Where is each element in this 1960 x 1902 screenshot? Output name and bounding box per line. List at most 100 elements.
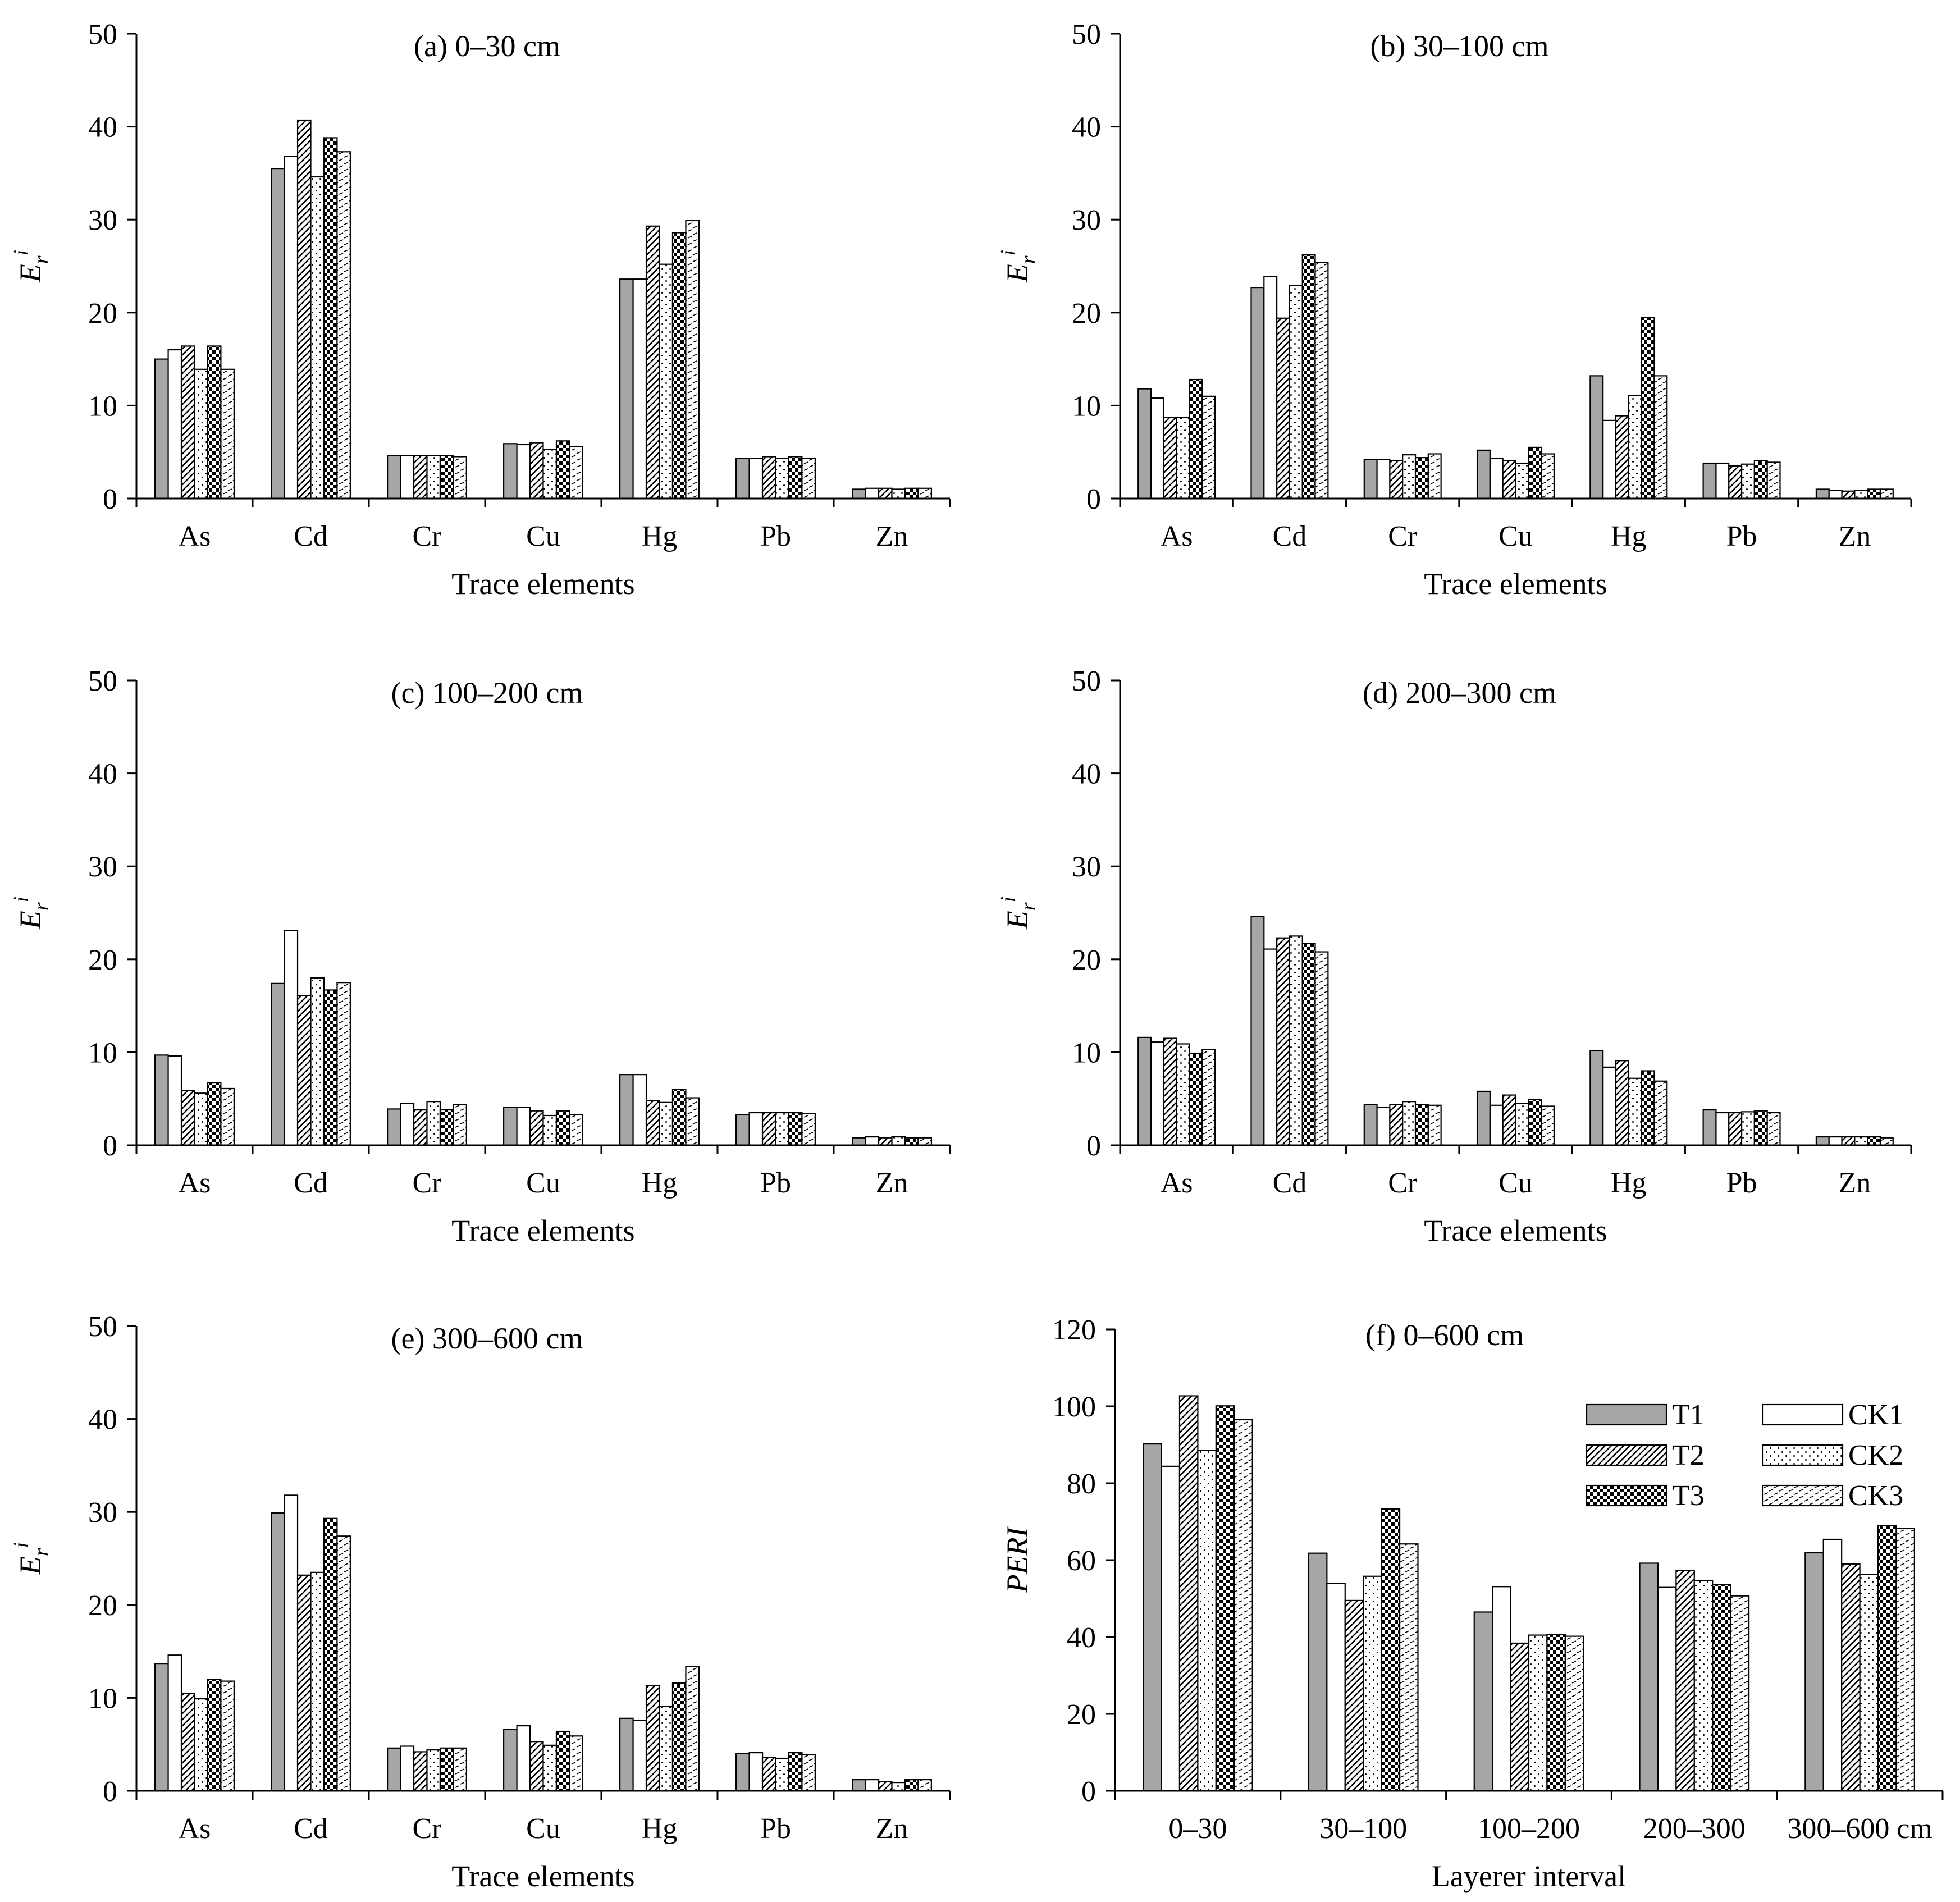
bar-e-ck3-cr xyxy=(453,1747,467,1792)
bar-c-t2-cr xyxy=(413,1109,428,1146)
bar-b-t1-cu xyxy=(1476,449,1491,500)
y-axis-title-sub-a: r xyxy=(30,255,53,264)
y-tick-label-f: 60 xyxy=(1067,1545,1096,1577)
bar-b-ck3-cu xyxy=(1541,453,1555,500)
bar-c-t1-cd xyxy=(271,982,285,1146)
bar-f-t2-300600cm xyxy=(1841,1563,1861,1792)
x-axis-title-f: Layerer interval xyxy=(1432,1859,1626,1893)
bar-a-t2-pb xyxy=(761,456,776,500)
bar-e-ck3-pb xyxy=(801,1754,816,1792)
y-tick-label-e: 20 xyxy=(88,1590,117,1622)
y-tick-label-c: 40 xyxy=(88,758,117,790)
bar-b-t1-zn xyxy=(1815,488,1830,500)
bar-b-ck2-zn xyxy=(1854,489,1868,500)
y-tick-label-f: 100 xyxy=(1052,1391,1096,1423)
bar-e-t2-cu xyxy=(529,1741,544,1792)
bar-a-t1-pb xyxy=(735,458,750,500)
x-tick-label-e: Pb xyxy=(760,1813,791,1845)
bar-d-ck1-as xyxy=(1150,1041,1164,1146)
bar-a-ck2-cd xyxy=(310,176,325,500)
bar-f-ck1-030 xyxy=(1161,1465,1181,1792)
y-tick-label-f: 40 xyxy=(1067,1622,1096,1654)
y-tick-label-c: 20 xyxy=(88,944,117,976)
bar-c-t1-zn xyxy=(852,1137,866,1146)
bar-b-ck1-cu xyxy=(1489,458,1504,500)
y-axis-title-a: Eri xyxy=(10,250,53,283)
bar-d-t1-as xyxy=(1137,1036,1152,1146)
x-tick-label-a: As xyxy=(179,520,211,552)
chart-title-f: (f) 0–600 cm xyxy=(1365,1318,1524,1352)
y-tick-label-d: 30 xyxy=(1072,851,1101,883)
bar-d-t3-hg xyxy=(1641,1070,1655,1146)
bar-b-t2-cd xyxy=(1276,317,1291,500)
bar-e-t1-cu xyxy=(503,1729,518,1792)
y-tick-label-b: 40 xyxy=(1072,112,1101,144)
y-tick-label-a: 10 xyxy=(88,390,117,422)
bar-d-ck3-pb xyxy=(1766,1112,1781,1146)
bar-e-t3-hg xyxy=(671,1682,687,1792)
bar-d-ck3-cd xyxy=(1314,951,1329,1146)
legend: T1 CK1 T2 CK2 T3 CK3 xyxy=(1586,1399,1903,1512)
y-tick-label-b: 10 xyxy=(1072,390,1101,422)
bar-f-t3-030 xyxy=(1215,1405,1235,1792)
bar-f-ck2-030 xyxy=(1197,1449,1217,1792)
bar-c-t3-pb xyxy=(788,1112,803,1146)
bar-e-ck2-hg xyxy=(659,1706,674,1792)
bar-f-ck3-30100 xyxy=(1399,1543,1419,1792)
panel-a-chart: 0 10 20 30 40 50 As Cd Cr Cu Hg Pb Zn (a) 0–30 cm Trac… xyxy=(10,19,951,601)
bar-b-ck1-cd xyxy=(1263,276,1278,500)
x-tick-label-a: Zn xyxy=(876,520,908,552)
y-tick-label-c: 10 xyxy=(88,1037,117,1069)
bar-f-t3-100200 xyxy=(1546,1634,1566,1792)
bar-e-t2-cd xyxy=(296,1574,312,1792)
bar-d-ck2-cu xyxy=(1515,1103,1529,1146)
bar-d-ck2-cd xyxy=(1289,935,1303,1146)
bar-d-ck3-zn xyxy=(1879,1137,1894,1146)
y-axis-title-main-d: E xyxy=(1000,911,1034,930)
y-axis-title-sub-c: r xyxy=(30,902,53,911)
bar-b-ck3-cr xyxy=(1427,453,1442,500)
bar-d-ck1-cd xyxy=(1263,948,1278,1146)
bar-d-t2-hg xyxy=(1615,1060,1629,1146)
x-tick-label-d: Cu xyxy=(1498,1167,1533,1199)
bar-c-ck2-hg xyxy=(659,1101,674,1146)
x-tick-label-c: Cr xyxy=(413,1167,442,1199)
x-tick-label-a: Pb xyxy=(760,520,791,552)
bar-f-t3-200300 xyxy=(1712,1584,1731,1792)
bar-d-ck1-pb xyxy=(1715,1112,1730,1146)
bar-d-ck2-cr xyxy=(1402,1101,1417,1146)
y-tick-label-c: 30 xyxy=(88,851,117,883)
bar-d-ck1-zn xyxy=(1828,1136,1843,1146)
bar-c-t2-as xyxy=(180,1090,195,1146)
y-axis-title-sub-b: r xyxy=(1017,255,1040,264)
bar-c-ck2-zn xyxy=(891,1136,906,1146)
bar-d-t2-cd xyxy=(1276,937,1291,1146)
x-axis-title-b: Trace elements xyxy=(1424,567,1607,601)
chart-title-e: (e) 300–600 cm xyxy=(391,1322,583,1355)
bar-d-ck3-cr xyxy=(1427,1104,1442,1146)
bar-d-ck1-cr xyxy=(1376,1106,1391,1146)
y-tick-label-f: 80 xyxy=(1067,1468,1096,1500)
x-tick-label-e: Cu xyxy=(526,1813,560,1845)
bar-a-t2-cr xyxy=(413,455,428,500)
y-tick-label-d: 10 xyxy=(1072,1037,1101,1069)
legend-label-t1: T1 xyxy=(1672,1399,1705,1431)
bar-e-ck1-cu xyxy=(516,1725,531,1792)
bar-e-t3-as xyxy=(207,1679,222,1792)
x-tick-label-a: Cr xyxy=(413,520,442,552)
bar-a-ck1-hg xyxy=(632,278,647,500)
bar-e-ck1-cr xyxy=(400,1745,415,1792)
y-tick-label-b: 30 xyxy=(1072,204,1101,236)
x-tick-label-c: Zn xyxy=(876,1167,908,1199)
bar-d-t1-cr xyxy=(1363,1104,1378,1146)
bar-b-ck2-cd xyxy=(1289,285,1303,500)
y-tick-label-e: 40 xyxy=(88,1404,117,1436)
bar-e-t3-zn xyxy=(904,1779,919,1792)
bar-a-ck3-as xyxy=(220,368,235,500)
bar-a-ck2-cu xyxy=(542,449,558,500)
bar-b-t3-cr xyxy=(1414,457,1429,500)
bar-e-t1-cd xyxy=(271,1512,285,1792)
x-tick-label-e: As xyxy=(179,1813,211,1845)
y-tick-label-b: 20 xyxy=(1072,298,1101,330)
bar-e-ck2-cr xyxy=(426,1749,441,1792)
